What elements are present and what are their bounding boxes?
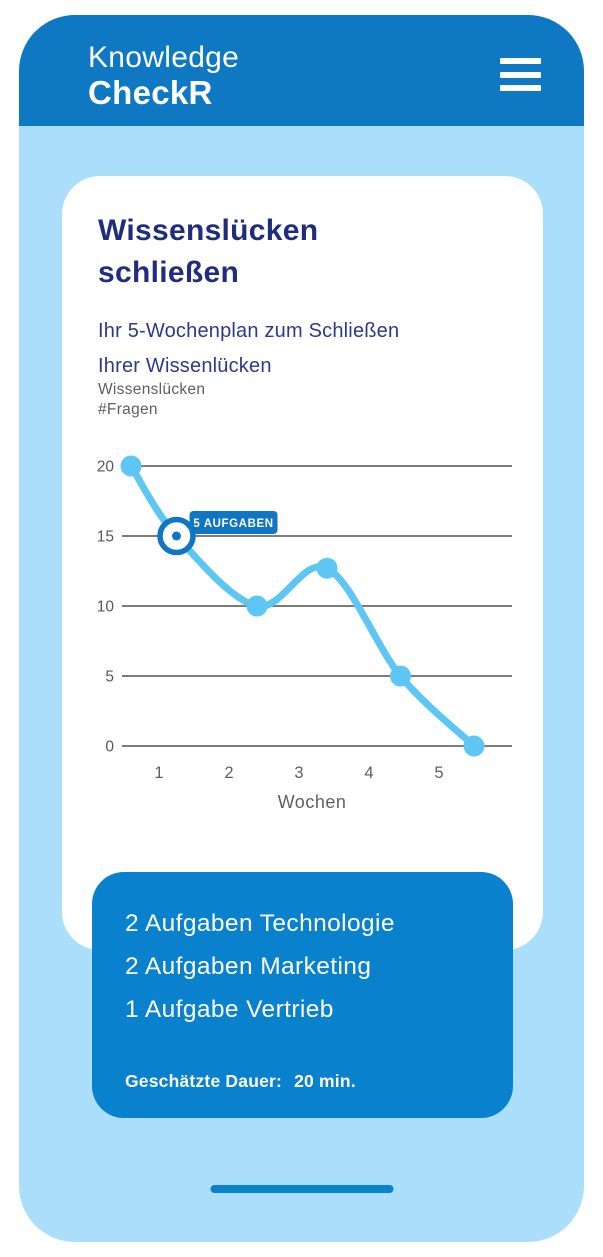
y-tick-label: 0 [105,739,114,756]
y-tick-label: 15 [97,529,114,546]
x-tick-label: 4 [364,764,373,782]
app-logo[interactable]: Knowledge CheckR [88,41,239,111]
data-point [246,595,268,617]
chart-y-axis-label-line2: #Fragen [98,401,158,419]
app-logo-line2: CheckR [88,74,213,111]
home-indicator[interactable] [210,1185,393,1193]
phone-screen: Knowledge CheckR Wissenslücken schließen… [19,15,584,1242]
summary-item-vertrieb: 1 Aufgabe Vertrieb [125,996,334,1023]
summary-item-technologie: 2 Aufgaben Technologie [125,910,395,937]
estimated-duration-label: Geschätzte Dauer: [125,1071,283,1091]
summary-item-marketing: 2 Aufgaben Marketing [125,953,372,980]
highlighted-data-point [157,516,196,556]
data-point [390,665,411,687]
x-tick-label: 2 [224,764,233,782]
data-point [120,455,142,477]
app-logo-line1: Knowledge [88,41,240,74]
page-subtitle: Ihr 5-Wochenplan zum Schließen Ihrer Wis… [98,320,400,377]
x-tick-label: 1 [154,764,163,782]
chart-y-axis-label: Wissenslücken #Fragen [98,380,205,420]
annotation-badge-label: 5 AUFGABEN [193,518,273,530]
data-point [316,557,338,579]
knowledge-gap-line-chart: 0 5 10 15 20 1 2 3 4 5 Wochen 5 AUFGABEN [97,455,512,812]
y-tick-label: 10 [97,599,115,616]
x-axis-label: Wochen [278,792,347,812]
plan-card: Wissenslücken schließen Ihr 5-Wochenplan… [62,176,543,950]
data-point [463,735,485,757]
annotation-badge: 5 AUFGABEN [189,511,278,534]
hamburger-menu-icon[interactable] [500,58,541,91]
phone-frame: Knowledge CheckR Wissenslücken schließen… [13,9,590,1248]
menu-bar [500,85,541,91]
y-tick-label: 5 [105,669,114,686]
x-tick-label: 5 [434,764,443,782]
y-tick-label: 20 [97,459,115,476]
chart-y-axis-label-line1: Wissenslücken [98,381,206,398]
estimated-duration-value: 20 min. [294,1071,356,1091]
menu-bar [500,58,541,64]
app-header: Knowledge CheckR [19,15,584,126]
task-summary-card: 2 Aufgaben Technologie 2 Aufgaben Market… [92,872,513,1118]
menu-bar [500,71,541,78]
task-summary-list: 2 Aufgaben Technologie 2 Aufgaben Market… [125,902,395,1031]
page-title: Wissenslücken schließen [98,214,319,289]
estimated-duration: Geschätzte Dauer: 20 min. [125,1071,356,1092]
x-tick-label: 3 [294,764,303,782]
